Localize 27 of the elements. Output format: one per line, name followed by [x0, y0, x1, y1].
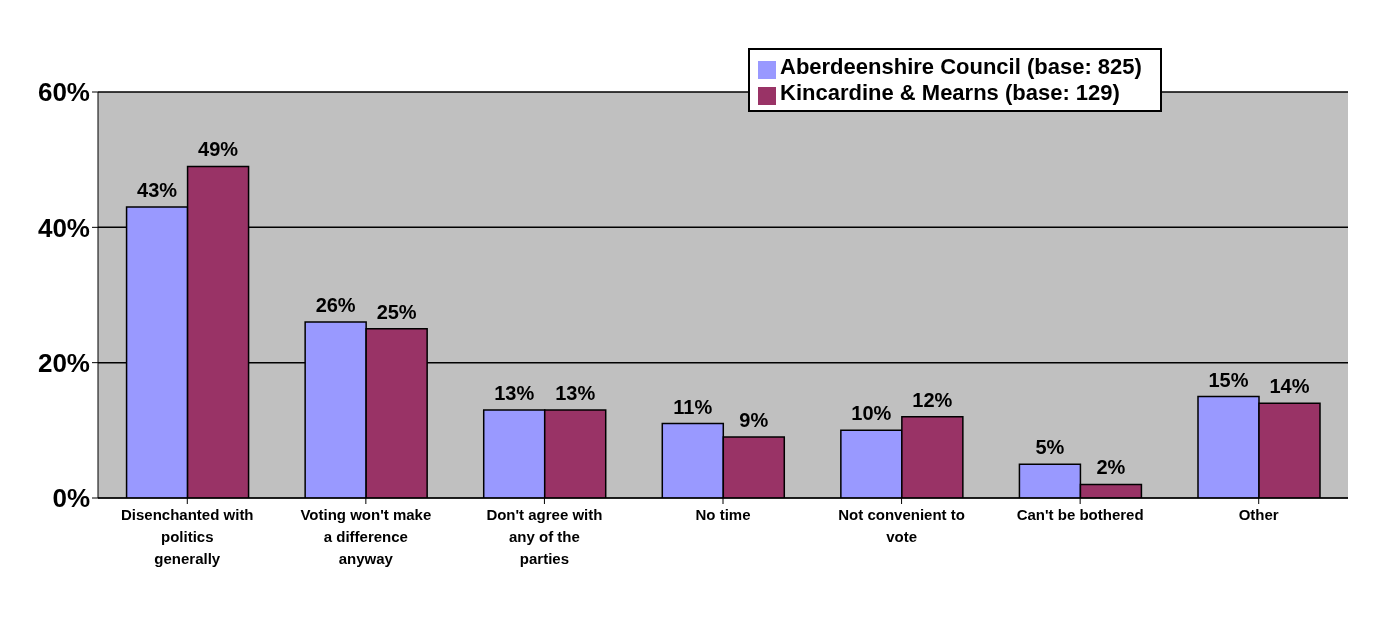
x-tick-label: No time: [695, 506, 751, 523]
data-label: 2%: [1096, 456, 1126, 479]
y-tick-label: 20%: [37, 347, 90, 378]
y-tick-label: 40%: [37, 212, 90, 243]
data-label: 26%: [315, 294, 356, 317]
data-label: 13%: [494, 382, 535, 405]
x-tick-label: Voting won't make a difference anyway: [300, 506, 432, 567]
x-tick-label: Disenchanted with politics generally: [121, 506, 254, 567]
y-tick-label: 60%: [37, 77, 90, 108]
x-tick-label: Can't be bothered: [1016, 506, 1144, 523]
data-label: 10%: [851, 402, 892, 425]
data-label: 43%: [137, 179, 178, 202]
data-label: 14%: [1269, 375, 1310, 398]
data-label: 25%: [376, 300, 417, 323]
data-label: 9%: [739, 409, 769, 432]
data-label: 12%: [912, 388, 953, 411]
data-label: 13%: [555, 382, 596, 405]
x-tick-label: Don't agree with any of the parties: [486, 506, 603, 567]
y-tick-label: 0%: [52, 483, 90, 514]
legend-label: Aberdeenshire Council (base: 825): [780, 54, 1142, 79]
data-label: 11%: [673, 395, 713, 418]
data-label: 5%: [1035, 436, 1065, 459]
data-label: 49%: [198, 138, 239, 161]
data-label: 15%: [1208, 368, 1249, 391]
x-tick-label: Not convenient to vote: [838, 506, 965, 545]
legend-label: Kincardine & Mearns (base: 129): [780, 80, 1120, 105]
x-tick-label: Other: [1238, 506, 1279, 523]
